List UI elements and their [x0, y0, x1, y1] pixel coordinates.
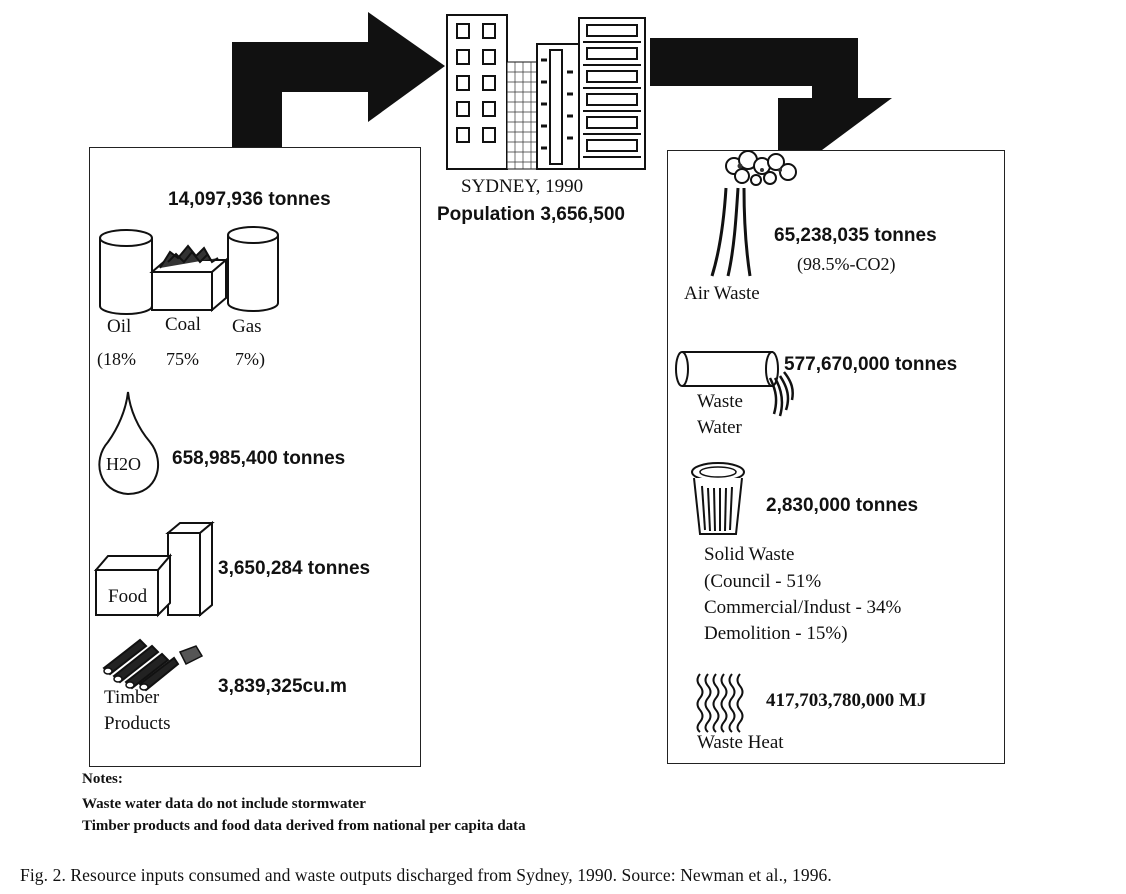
waste-water-label-line2: Water	[697, 417, 742, 438]
gas-share: 7%)	[235, 349, 265, 369]
solid-waste-council: (Council - 51%	[704, 571, 822, 592]
timber-amount: 3,839,325cu.m	[218, 676, 347, 697]
gas-label: Gas	[232, 316, 262, 337]
timber-label-line1: Timber	[104, 687, 160, 708]
solid-waste-amount: 2,830,000 tonnes	[766, 495, 919, 516]
notes-line-per-capita: Timber products and food data derived fr…	[82, 818, 526, 834]
solid-waste-commercial: Commercial/Indust - 34%	[704, 597, 902, 618]
air-waste-note: (98.5%-CO2)	[797, 254, 896, 274]
city-name: SYDNEY, 1990	[461, 176, 584, 197]
energy-amount: 14,097,936 tonnes	[168, 189, 331, 210]
notes-line-stormwater: Waste water data do not include stormwat…	[82, 796, 366, 812]
water-amount: 658,985,400 tonnes	[172, 448, 346, 469]
water-symbol: H2O	[106, 454, 141, 474]
timber-label-line2: Products	[104, 713, 171, 734]
oil-label: Oil	[107, 316, 132, 337]
oil-share: (18%	[97, 349, 136, 369]
solid-waste-label: Solid Waste	[704, 544, 795, 565]
waste-water-label-line1: Waste	[697, 391, 743, 412]
food-amount: 3,650,284 tonnes	[218, 558, 371, 579]
air-waste-amount: 65,238,035 tonnes	[774, 225, 937, 246]
figure-caption: Fig. 2. Resource inputs consumed and was…	[20, 865, 832, 885]
city-population: Population 3,656,500	[437, 204, 625, 225]
coal-label: Coal	[165, 314, 201, 335]
coal-share: 75%	[166, 349, 199, 369]
air-waste-label: Air Waste	[684, 283, 760, 304]
outputs-panel	[667, 150, 1005, 764]
notes-title: Notes:	[82, 771, 123, 787]
solid-waste-demolition: Demolition - 15%)	[704, 623, 848, 644]
food-label: Food	[108, 586, 148, 607]
waste-heat-amount: 417,703,780,000 MJ	[766, 690, 927, 711]
waste-water-amount: 577,670,000 tonnes	[784, 354, 958, 375]
waste-heat-label: Waste Heat	[697, 732, 784, 753]
